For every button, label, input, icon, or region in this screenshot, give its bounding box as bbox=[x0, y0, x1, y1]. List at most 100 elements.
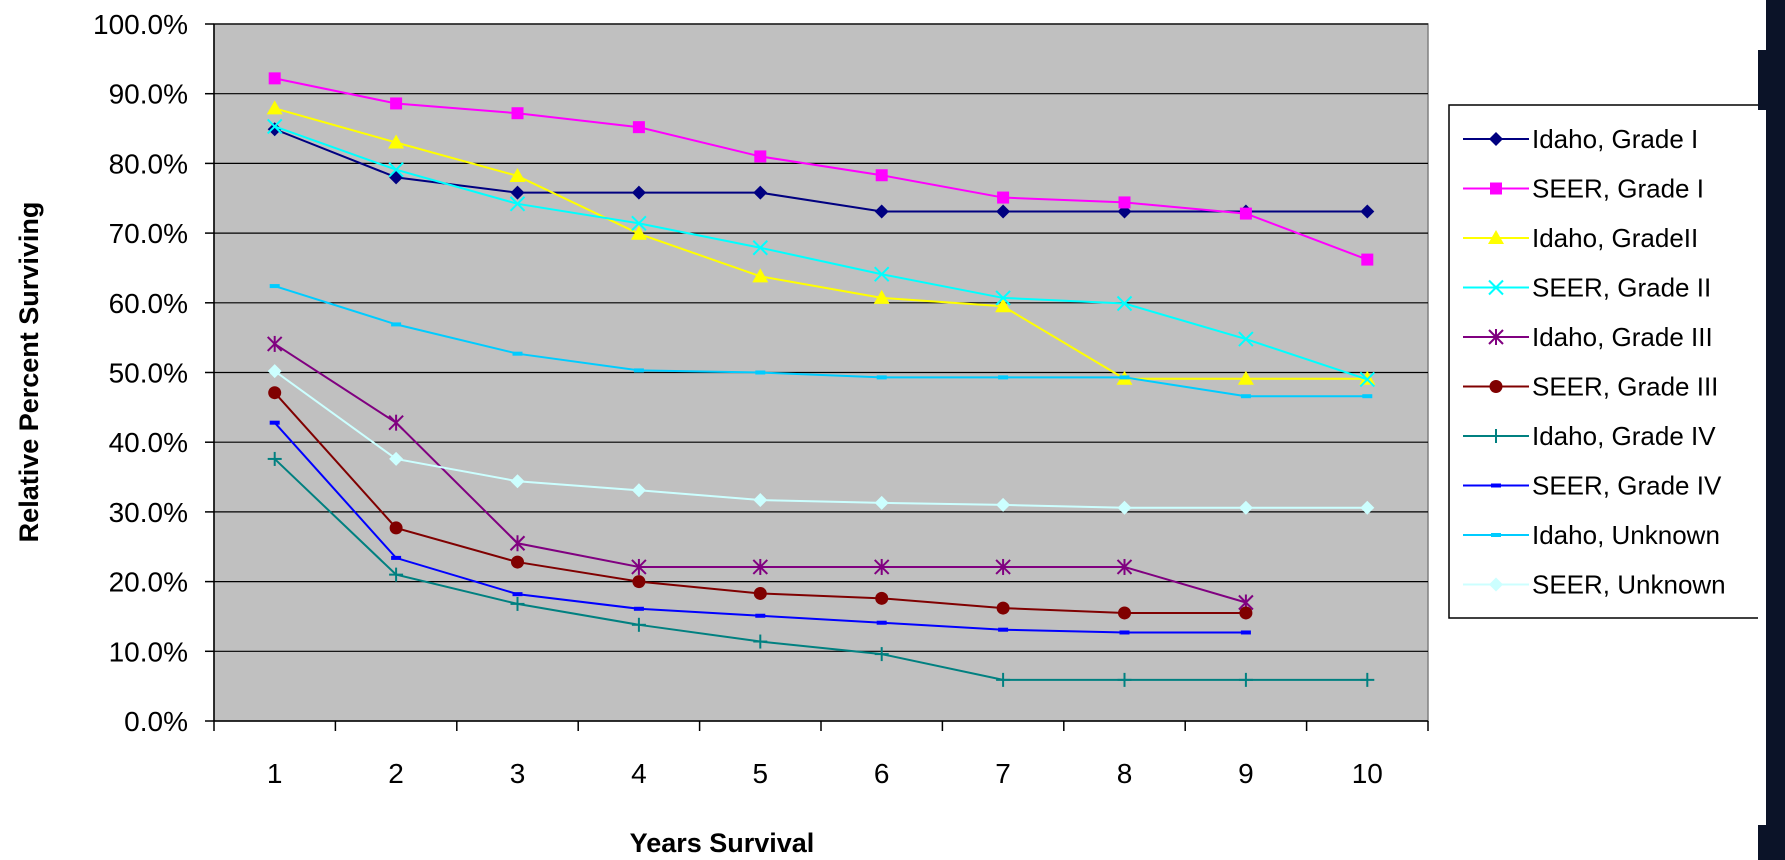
data-point bbox=[873, 289, 890, 304]
legend-swatch-marker bbox=[1490, 182, 1502, 195]
data-point bbox=[995, 290, 1011, 306]
data-point bbox=[510, 185, 525, 200]
series-7 bbox=[267, 451, 1375, 687]
legend-entry: Idaho, Grade IV bbox=[1463, 421, 1716, 451]
data-point bbox=[509, 535, 526, 552]
legend-entry: SEER, Grade III bbox=[1463, 372, 1718, 402]
data-point bbox=[632, 121, 645, 134]
data-point bbox=[268, 72, 281, 85]
data-point bbox=[266, 335, 283, 352]
series-line bbox=[274, 128, 1368, 213]
data-point bbox=[1362, 394, 1373, 399]
edge-notch bbox=[1758, 0, 1766, 50]
data-point bbox=[1359, 371, 1376, 388]
legend-entry: SEER, Grade II bbox=[1463, 273, 1711, 303]
x-tick-label: 6 bbox=[874, 758, 890, 789]
x-tick-label: 5 bbox=[753, 758, 769, 789]
data-point bbox=[997, 191, 1010, 204]
data-point bbox=[631, 617, 646, 632]
data-point bbox=[1237, 370, 1254, 385]
legend-entry: Idaho, Grade I bbox=[1463, 124, 1698, 154]
data-point bbox=[509, 196, 526, 212]
data-point bbox=[632, 575, 646, 589]
x-tick-label: 7 bbox=[995, 758, 1011, 789]
data-point bbox=[874, 647, 889, 662]
x-tick-label: 8 bbox=[1117, 758, 1133, 789]
x-tick-label: 1 bbox=[267, 758, 283, 789]
data-point bbox=[996, 672, 1011, 687]
legend-swatch-marker bbox=[1491, 533, 1501, 537]
data-point bbox=[1359, 370, 1376, 385]
data-point bbox=[753, 586, 767, 600]
data-point bbox=[1240, 394, 1251, 399]
legend-label: SEER, Grade IV bbox=[1532, 471, 1722, 501]
legend-swatch-marker-stroke bbox=[1488, 279, 1504, 296]
data-point bbox=[1240, 630, 1251, 635]
data-point bbox=[752, 268, 769, 283]
series-line bbox=[274, 125, 1368, 381]
data-point bbox=[1361, 253, 1374, 266]
y-tick-label: 40.0% bbox=[109, 427, 188, 458]
data-point-stroke bbox=[1238, 331, 1254, 347]
legend-entry: SEER, Unknown bbox=[1463, 570, 1726, 600]
data-point bbox=[510, 596, 525, 611]
y-tick-label: 60.0% bbox=[109, 288, 188, 319]
x-tick-label: 2 bbox=[388, 758, 404, 789]
legend-label: SEER, Grade III bbox=[1532, 372, 1718, 402]
data-point bbox=[266, 118, 283, 135]
data-point bbox=[875, 591, 889, 605]
series-line bbox=[274, 77, 1368, 261]
data-point bbox=[266, 100, 283, 115]
data-point bbox=[1239, 606, 1253, 620]
series-1 bbox=[267, 122, 1375, 219]
data-point bbox=[388, 134, 405, 149]
data-point bbox=[630, 225, 647, 240]
data-point bbox=[1116, 558, 1133, 575]
series-line bbox=[274, 285, 1368, 398]
y-tick-label: 100.0% bbox=[93, 9, 188, 40]
data-point bbox=[510, 474, 525, 489]
data-point bbox=[874, 204, 889, 219]
series-line bbox=[274, 370, 1368, 509]
data-point bbox=[267, 451, 282, 466]
x-axis: 1 2 3 4 5 6 7 8 9 10 bbox=[213, 720, 1429, 789]
legend-label: Idaho, Grade IV bbox=[1532, 421, 1716, 451]
series-3 bbox=[266, 100, 1376, 385]
data-point bbox=[391, 555, 402, 560]
data-point bbox=[267, 122, 282, 137]
data-point bbox=[631, 483, 646, 498]
legend-entry: Idaho, Grade III bbox=[1463, 322, 1713, 352]
data-point-stroke bbox=[995, 290, 1011, 306]
data-point bbox=[1118, 606, 1131, 620]
data-point-stroke bbox=[1116, 295, 1133, 312]
legend: Idaho, Grade I SEER, Grade I Idaho, GradeI… bbox=[1448, 104, 1774, 619]
slide-edge bbox=[1758, 0, 1785, 860]
legend-entry: Idaho, Unknown bbox=[1463, 520, 1720, 550]
series-8 bbox=[269, 420, 1251, 635]
data-point bbox=[511, 555, 524, 569]
data-point bbox=[268, 386, 282, 400]
series-5 bbox=[266, 335, 1254, 611]
data-point bbox=[391, 322, 402, 327]
legend-swatch-marker bbox=[1491, 483, 1501, 488]
data-point bbox=[755, 370, 766, 375]
x-tick-label: 4 bbox=[631, 758, 647, 789]
data-point bbox=[755, 613, 766, 618]
y-tick-label: 10.0% bbox=[109, 636, 188, 667]
x-axis-title: Years Survival bbox=[630, 828, 815, 858]
series-line bbox=[274, 107, 1368, 380]
data-point bbox=[875, 169, 888, 182]
legend-swatch-marker bbox=[1488, 230, 1504, 244]
series-6 bbox=[268, 386, 1253, 620]
data-point bbox=[752, 558, 769, 575]
legend-label: Idaho, GradeII bbox=[1532, 223, 1698, 253]
data-point bbox=[1360, 204, 1375, 219]
plot-area bbox=[213, 23, 1429, 722]
series-line bbox=[274, 458, 1368, 681]
legend-swatch-marker bbox=[1489, 380, 1503, 393]
legend-label: SEER, Grade II bbox=[1532, 273, 1711, 303]
data-point bbox=[753, 185, 768, 200]
data-point bbox=[1116, 295, 1133, 312]
data-point bbox=[1360, 500, 1375, 515]
data-point-stroke bbox=[873, 266, 890, 282]
